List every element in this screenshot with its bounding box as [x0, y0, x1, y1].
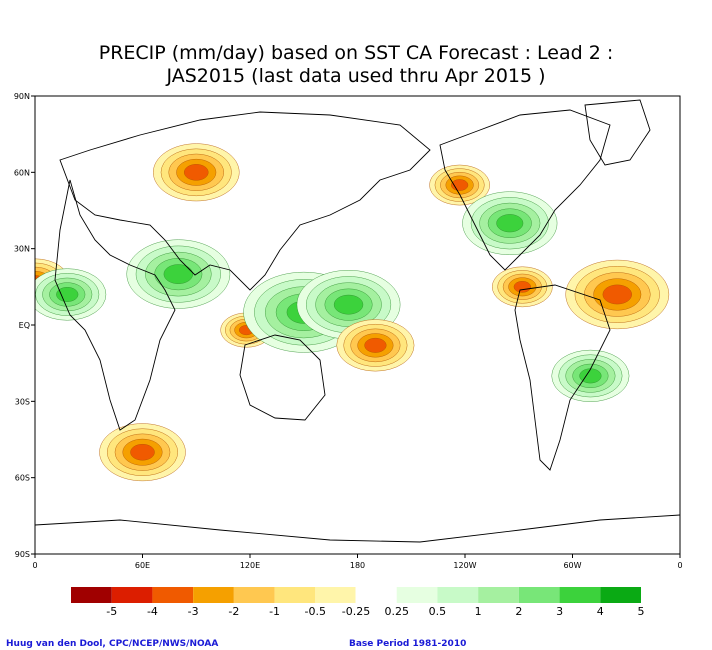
legend-label: 3 — [556, 605, 563, 618]
legend-label: -4 — [147, 605, 158, 618]
anomaly-region-north-america-wet — [462, 191, 558, 255]
lon-tick-label: 180 — [350, 561, 365, 570]
lat-tick-label: 60N — [14, 168, 30, 177]
map-title-line-2: JAS2015 (last data used thru Apr 2015 ) — [166, 65, 546, 87]
anomaly-contour — [496, 214, 524, 233]
lat-tick-label: 90S — [15, 550, 30, 559]
color-legend: -5 -4 -3 -2 -1 -0.5 -0.25 0.25 0.5 1 2 3 4 5 — [71, 586, 645, 618]
legend-swatch — [152, 587, 194, 603]
legend-swatch — [274, 587, 316, 603]
lat-tick-label: 30N — [14, 245, 30, 254]
credit-author: Huug van den Dool, CPC/NCEP/NWS/NOAA — [6, 639, 219, 649]
anomaly-contour — [56, 287, 79, 302]
australia-coastline — [239, 334, 326, 421]
south-america-coastline — [514, 284, 611, 471]
anomaly-region-southern-ocean-dry — [99, 423, 186, 482]
legend-label: -2 — [228, 605, 239, 618]
legend-label: -3 — [188, 605, 199, 618]
greenland-coastline — [584, 99, 651, 166]
lon-tick-label: 60W — [563, 561, 581, 570]
anomaly-contour — [130, 443, 155, 461]
legend-swatch — [396, 587, 438, 603]
legend-swatch — [111, 587, 153, 603]
africa-coastline — [54, 179, 176, 431]
north-america-coastline — [439, 109, 611, 271]
lon-tick-label: 120W — [453, 561, 476, 570]
anomaly-contour — [602, 284, 632, 305]
lat-tick-label: 60S — [15, 474, 30, 483]
legend-swatch — [193, 587, 234, 603]
eurasia-coastline — [59, 111, 431, 291]
base-period-note: Base Period 1981-2010 — [349, 639, 467, 649]
legend-swatch — [437, 587, 479, 603]
legend-label: -1 — [269, 605, 280, 618]
anomaly-region-west-africa-wet — [35, 268, 107, 321]
legend-label: -0.25 — [342, 605, 370, 618]
precip-anomaly-field — [35, 96, 680, 554]
anomaly-contour — [513, 281, 531, 293]
lon-tick-label: 0 — [677, 561, 682, 570]
legend-label: -5 — [106, 605, 117, 618]
longitude-axis: 0 60E 120E 180 120W 60W 0 — [32, 554, 683, 570]
anomaly-region-siberia-dry — [153, 143, 240, 202]
anomaly-contour — [184, 164, 209, 181]
anomaly-contour — [364, 337, 387, 353]
map-title-line-1: PRECIP (mm/day) based on SST CA Forecast… — [98, 42, 614, 64]
legend-label: 0.5 — [429, 605, 447, 618]
lat-tick-label: EQ — [19, 321, 30, 330]
legend-label: 4 — [597, 605, 604, 618]
anomaly-region-central-america-dry — [492, 266, 553, 308]
anomaly-contour — [333, 294, 364, 315]
lon-tick-label: 120E — [240, 561, 260, 570]
legend-swatch — [518, 587, 560, 603]
lon-tick-label: 60E — [135, 561, 150, 570]
legend-swatch — [233, 587, 275, 603]
legend-swatch — [71, 587, 112, 603]
antarctica-coastline — [35, 514, 680, 543]
legend-swatch — [600, 587, 641, 603]
lon-tick-label: 0 — [32, 561, 37, 570]
lat-tick-label: 90N — [14, 92, 30, 101]
legend-swatch — [559, 587, 601, 603]
anomaly-region-brazil-wet — [551, 349, 630, 402]
legend-swatch — [478, 587, 519, 603]
lat-tick-label: 30S — [15, 397, 30, 406]
anomaly-region-india-wet — [126, 239, 231, 309]
anomaly-region-tropical-atlantic-dry — [565, 259, 670, 330]
latitude-axis: 90N 60N 30N EQ 30S 60S 90S — [14, 92, 35, 559]
legend-label: -0.5 — [305, 605, 326, 618]
legend-label: 1 — [475, 605, 482, 618]
anomaly-contour — [163, 264, 193, 284]
anomaly-region-south-pacific-dry — [336, 319, 415, 372]
legend-label: 2 — [515, 605, 522, 618]
coastlines — [35, 99, 680, 543]
legend-swatch — [355, 586, 398, 604]
legend-swatch — [315, 587, 356, 603]
legend-label: 0.25 — [384, 605, 409, 618]
legend-label: 5 — [638, 605, 645, 618]
